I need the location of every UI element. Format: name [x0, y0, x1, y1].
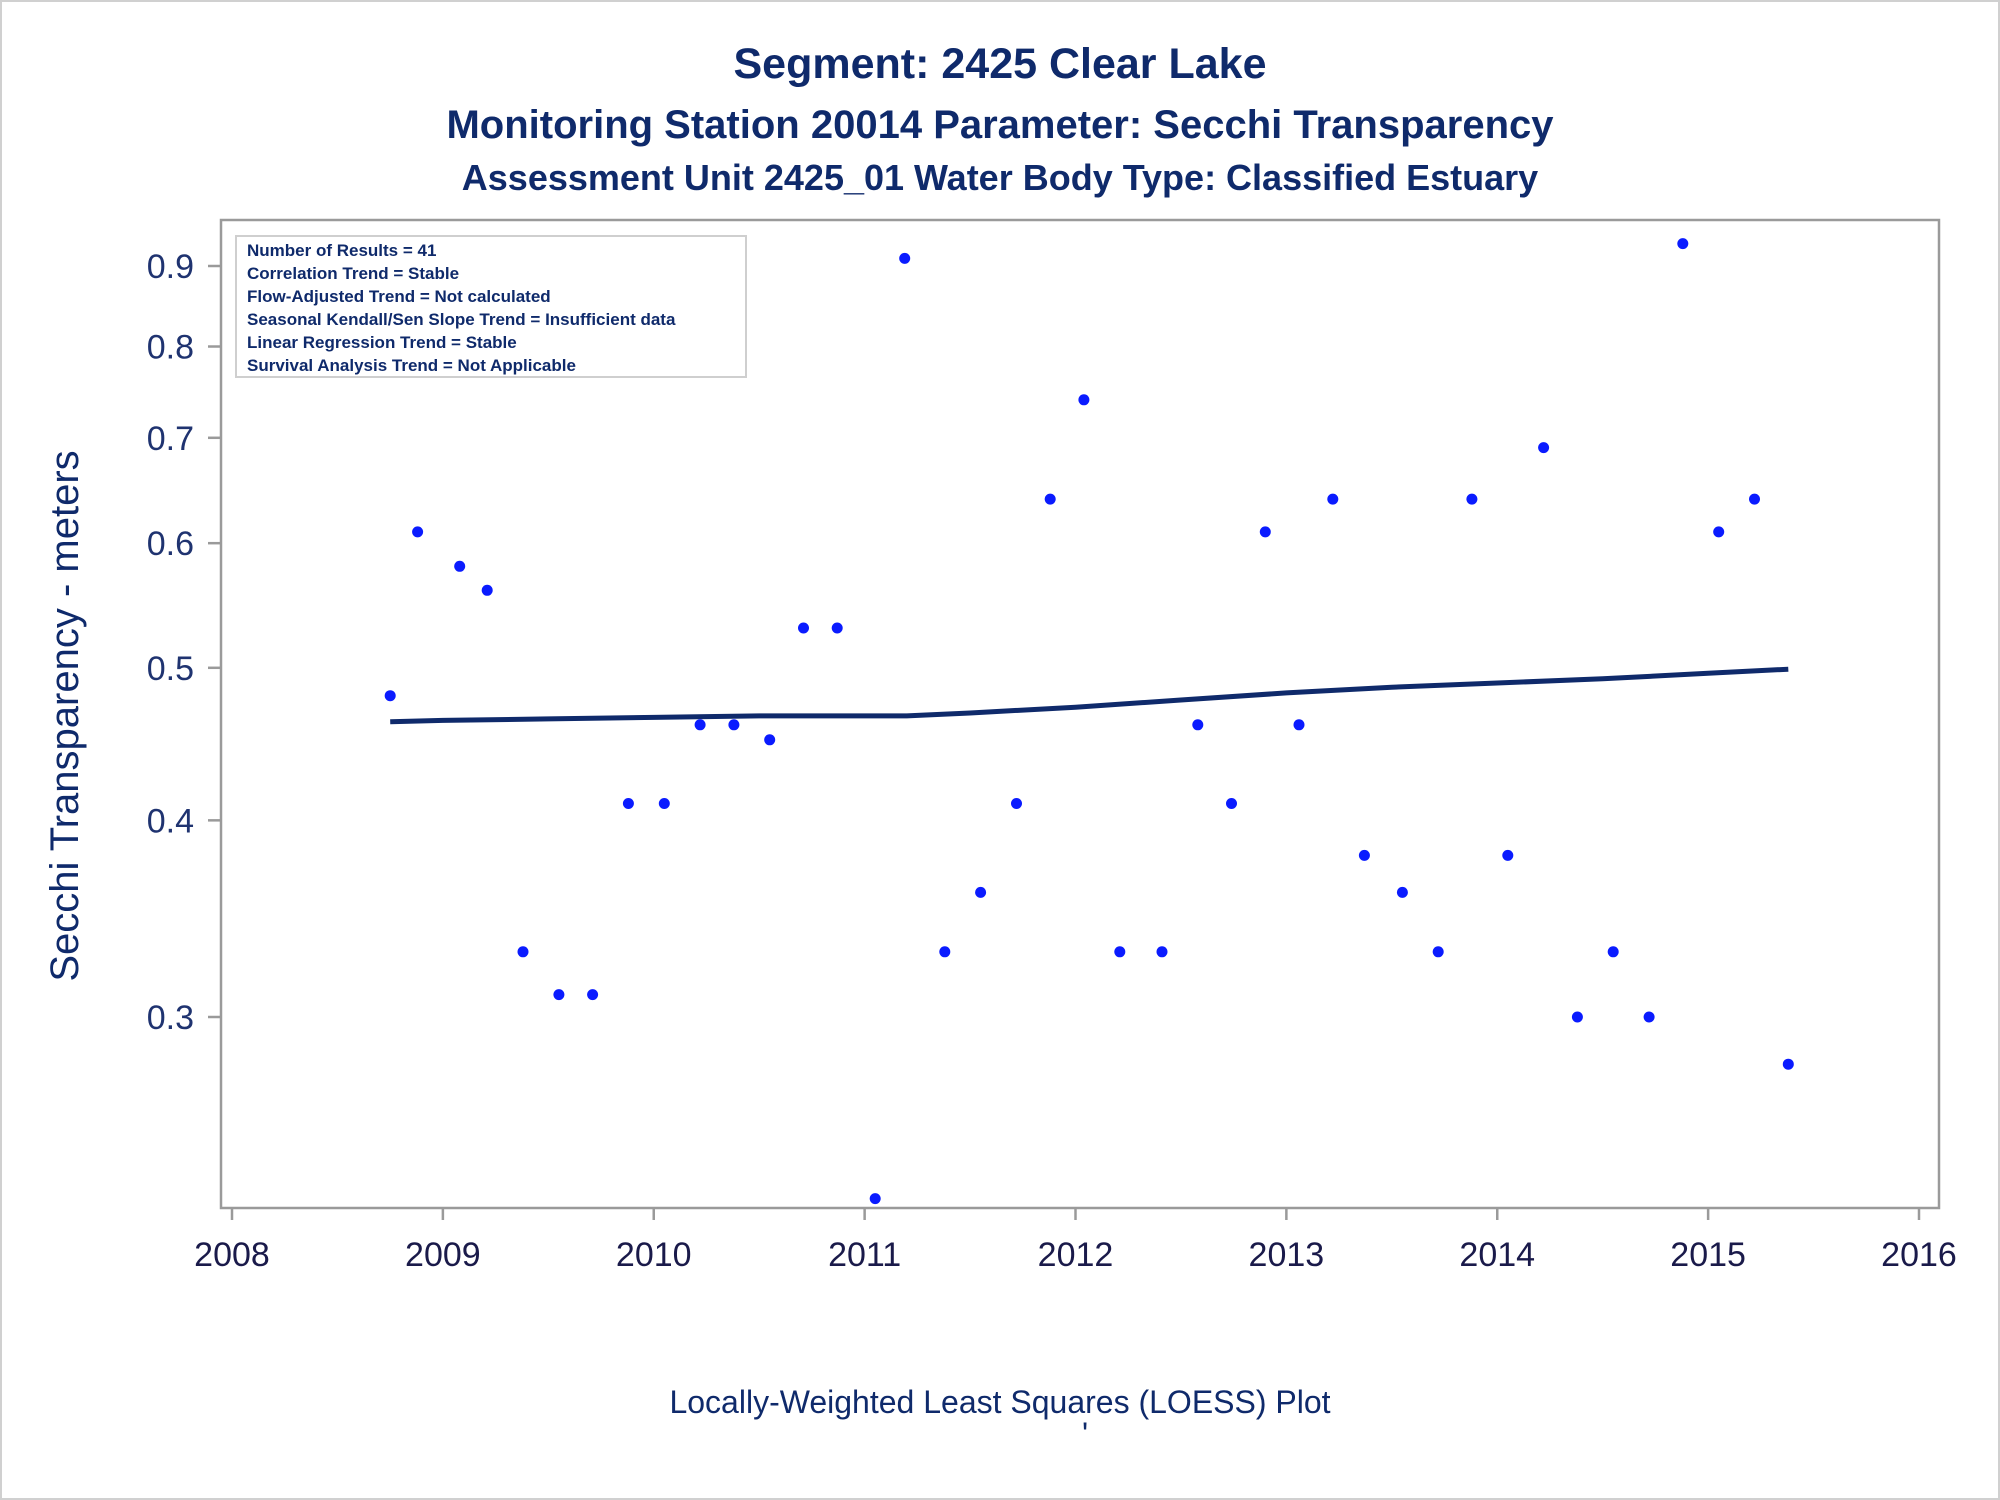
- data-point: [1432, 946, 1444, 958]
- x-tick-label: 2010: [616, 1236, 692, 1274]
- data-point: [1044, 493, 1056, 505]
- plot-area: [219, 218, 1941, 1210]
- x-tick-label: 2016: [1881, 1236, 1957, 1274]
- data-point: [517, 946, 529, 958]
- data-point: [1259, 526, 1271, 538]
- data-point: [899, 252, 911, 264]
- data-point: [869, 1193, 881, 1205]
- x-tick-label: 2013: [1249, 1236, 1325, 1274]
- info-legend: Number of Results = 41 Correlation Trend …: [247, 241, 676, 375]
- data-point: [658, 798, 670, 809]
- data-point: [831, 622, 843, 634]
- data-point: [1358, 849, 1370, 861]
- y-tick-label: 0.4: [147, 802, 194, 840]
- info-line: Seasonal Kendall/Sen Slope Trend = Insuf…: [247, 310, 676, 329]
- info-line: Linear Regression Trend = Stable: [247, 333, 517, 352]
- data-point: [412, 526, 424, 538]
- data-point: [1466, 493, 1478, 505]
- data-point: [798, 622, 809, 634]
- y-axis-label: Secchi Transparency - meters: [43, 450, 87, 981]
- data-point: [1607, 946, 1619, 958]
- data-point: [1571, 1011, 1583, 1023]
- data-point: [1643, 1011, 1655, 1023]
- data-point: [1156, 946, 1168, 958]
- info-line: Number of Results = 41: [247, 241, 436, 260]
- x-tick-label: 2015: [1670, 1236, 1746, 1274]
- data-point: [1502, 849, 1514, 861]
- data-points: [384, 238, 1794, 1205]
- data-point: [1192, 719, 1204, 731]
- info-line: Survival Analysis Trend = Not Applicable: [247, 356, 576, 375]
- data-point: [1078, 394, 1090, 406]
- data-point: [975, 886, 987, 898]
- data-point: [1114, 946, 1126, 958]
- chart-subtitle-2: Assessment Unit 2425_01 Water Body Type:…: [462, 157, 1538, 198]
- data-point: [587, 989, 599, 1001]
- info-line: Flow-Adjusted Trend = Not calculated: [247, 287, 551, 306]
- data-point: [694, 719, 706, 731]
- data-point: [1396, 886, 1408, 898]
- y-tick-label: 0.8: [147, 329, 194, 367]
- info-legend-box: [235, 235, 747, 378]
- loess-line: [390, 666, 1789, 725]
- data-point: [1782, 1058, 1794, 1070]
- x-tick-label: 2014: [1459, 1236, 1535, 1274]
- plot-footnote: Locally-Weighted Least Squares (LOESS) P…: [669, 1384, 1330, 1420]
- x-axis: 2008 2009 2010 2011 2012 2013 2014 2015 2016: [194, 1208, 1957, 1274]
- info-line: Correlation Trend = Stable: [247, 264, 459, 283]
- x-tick-label: 2011: [828, 1236, 901, 1274]
- data-point: [481, 584, 493, 596]
- x-tick-label: 2008: [194, 1236, 270, 1274]
- data-point: [384, 690, 396, 702]
- data-point: [1713, 526, 1725, 538]
- data-point: [1749, 493, 1760, 505]
- data-point: [1011, 798, 1022, 809]
- data-point: [1226, 798, 1237, 809]
- y-axis: 0.3 0.4 0.5 0.6 0.7 0.8 0.9: [147, 248, 221, 1037]
- x-tick-label: 2009: [405, 1236, 481, 1274]
- data-point: [1677, 238, 1689, 250]
- data-point: [1538, 442, 1550, 454]
- data-point: [939, 946, 951, 958]
- data-point: [764, 734, 776, 746]
- chart-title: Segment: 2425 Clear Lake: [734, 40, 1267, 88]
- loess-series: [390, 666, 1789, 725]
- y-tick-label: 0.7: [147, 420, 194, 458]
- y-tick-label: 0.5: [147, 650, 194, 688]
- y-tick-label: 0.9: [147, 248, 194, 286]
- data-point: [454, 560, 466, 572]
- data-point: [1293, 719, 1305, 731]
- data-point: [728, 719, 740, 731]
- data-point: [1327, 493, 1339, 505]
- y-tick-label: 0.6: [147, 525, 194, 563]
- data-point: [622, 798, 634, 809]
- data-point: [553, 989, 565, 1001]
- footnote-mark: ': [1082, 1416, 1088, 1452]
- x-tick-label: 2012: [1038, 1236, 1114, 1274]
- chart-subtitle: Monitoring Station 20014 Parameter: Secc…: [446, 103, 1554, 147]
- y-tick-label: 0.3: [147, 999, 194, 1037]
